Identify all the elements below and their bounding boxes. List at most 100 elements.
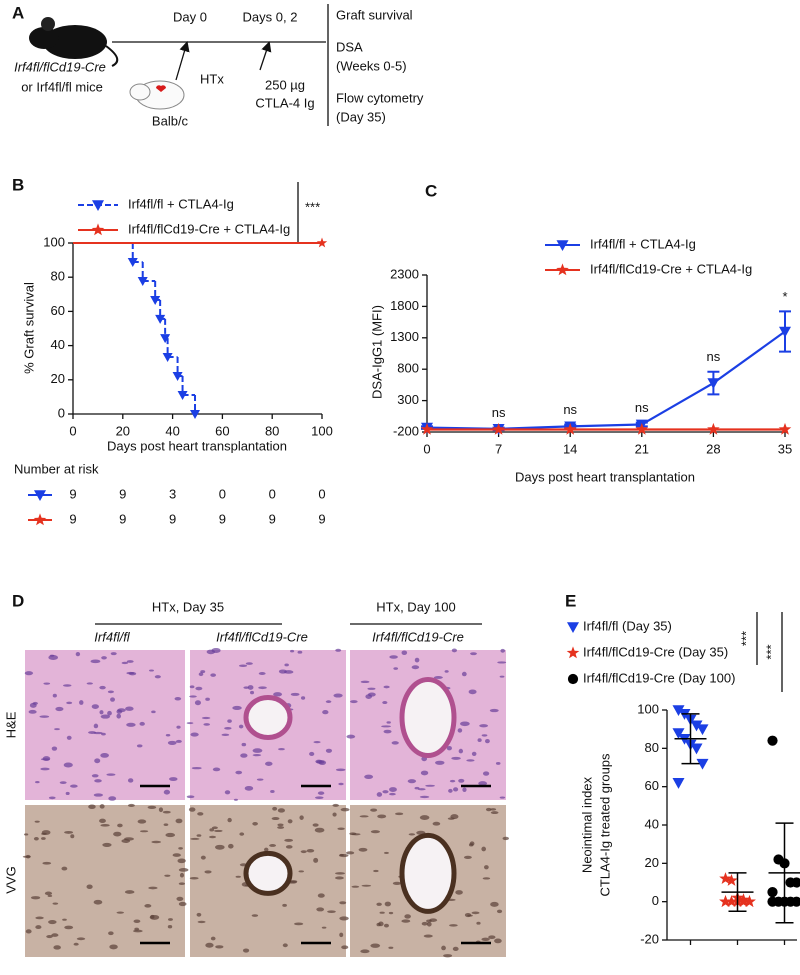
- cell-nucleus: [337, 827, 345, 831]
- cell-nucleus: [269, 844, 277, 847]
- cell-nucleus: [383, 729, 392, 734]
- cell-nucleus: [211, 826, 218, 830]
- cell-nucleus: [367, 687, 376, 690]
- cell-nucleus: [300, 696, 306, 700]
- cell-nucleus: [204, 870, 212, 874]
- column-header: HTx, Day 35: [152, 599, 224, 614]
- risk-count: 3: [169, 486, 176, 501]
- cell-nucleus: [285, 845, 293, 849]
- annotation: ns: [707, 349, 721, 364]
- cell-nucleus: [389, 792, 396, 796]
- cell-nucleus: [221, 733, 230, 737]
- cell-nucleus: [382, 701, 388, 705]
- cell-nucleus: [134, 927, 139, 931]
- cell-nucleus: [335, 768, 346, 772]
- point: [779, 326, 791, 338]
- cell-nucleus: [247, 685, 254, 690]
- cell-nucleus: [235, 770, 243, 775]
- legend-label: Irf4fl/fl (Day 35): [583, 618, 672, 633]
- white-mouse: [129, 80, 185, 110]
- y-tick-label: 100: [637, 701, 659, 716]
- y-tick-label: 60: [51, 303, 65, 318]
- point: [725, 895, 738, 907]
- cell-nucleus: [411, 665, 420, 670]
- cell-nucleus: [25, 929, 32, 934]
- point: [707, 378, 720, 390]
- cell-nucleus: [116, 911, 125, 914]
- y-tick-label: 100: [43, 234, 65, 249]
- cell-nucleus: [444, 670, 449, 673]
- cell-nucleus: [64, 925, 74, 930]
- cell-nucleus: [350, 700, 358, 704]
- point: [162, 353, 173, 363]
- cell-nucleus: [316, 907, 325, 912]
- cell-nucleus: [383, 923, 389, 928]
- cell-nucleus: [317, 893, 325, 898]
- cell-nucleus: [389, 787, 397, 792]
- cell-nucleus: [360, 949, 370, 954]
- cell-nucleus: [91, 774, 99, 778]
- point: [563, 422, 577, 435]
- cell-nucleus: [66, 735, 72, 740]
- cell-nucleus: [125, 706, 134, 711]
- cell-nucleus: [453, 787, 459, 792]
- point: [137, 276, 148, 286]
- cell-nucleus: [144, 904, 152, 908]
- cell-nucleus: [298, 870, 305, 873]
- cell-nucleus: [321, 926, 327, 929]
- cell-nucleus: [256, 778, 264, 781]
- readout: Flow cytometry: [336, 90, 424, 105]
- cell-nucleus: [370, 830, 381, 834]
- cell-nucleus: [102, 842, 112, 847]
- point: [690, 743, 703, 755]
- cell-nucleus: [51, 746, 58, 751]
- cell-nucleus: [240, 753, 248, 758]
- cell-nucleus: [106, 773, 116, 776]
- legend-marker: [566, 646, 580, 659]
- cell-nucleus: [43, 682, 51, 685]
- cell-nucleus: [426, 921, 432, 927]
- cell-nucleus: [40, 767, 50, 771]
- cell-nucleus: [100, 714, 111, 719]
- cell-nucleus: [191, 766, 202, 770]
- cell-nucleus: [63, 684, 72, 687]
- point: [719, 895, 732, 907]
- cell-nucleus: [189, 685, 195, 689]
- cell-nucleus: [339, 901, 347, 905]
- point: [160, 334, 171, 344]
- cell-nucleus: [346, 734, 356, 739]
- cell-nucleus: [167, 740, 177, 745]
- histology-image: [25, 805, 185, 957]
- cell-nucleus: [124, 890, 135, 894]
- cell-nucleus: [484, 865, 489, 870]
- cell-nucleus: [24, 671, 34, 676]
- point: [791, 877, 800, 888]
- cell-nucleus: [384, 901, 391, 907]
- cell-nucleus: [419, 815, 430, 820]
- cell-nucleus: [30, 896, 41, 900]
- cell-nucleus: [239, 832, 245, 836]
- point: [743, 895, 756, 907]
- cell-nucleus: [91, 704, 99, 709]
- cell-nucleus: [88, 804, 96, 809]
- cell-nucleus: [154, 675, 161, 679]
- cell-nucleus: [126, 722, 136, 727]
- column-label: Irf4fl/flCd19-Cre: [372, 629, 464, 644]
- cell-nucleus: [449, 924, 458, 927]
- cell-nucleus: [496, 909, 503, 914]
- cell-nucleus: [322, 709, 329, 715]
- cell-nucleus: [90, 659, 101, 664]
- cell-nucleus: [449, 779, 456, 783]
- cell-nucleus: [360, 680, 370, 684]
- cell-nucleus: [340, 807, 350, 812]
- cell-nucleus: [463, 855, 472, 859]
- cell-nucleus: [64, 830, 74, 834]
- cell-nucleus: [189, 695, 197, 698]
- y-tick-label: 1800: [390, 298, 419, 313]
- cell-nucleus: [294, 922, 304, 926]
- cell-nucleus: [93, 899, 103, 905]
- cell-nucleus: [110, 697, 115, 702]
- cell-nucleus: [232, 705, 242, 710]
- cell-nucleus: [65, 791, 70, 796]
- risk-table-title: Number at risk: [14, 461, 99, 476]
